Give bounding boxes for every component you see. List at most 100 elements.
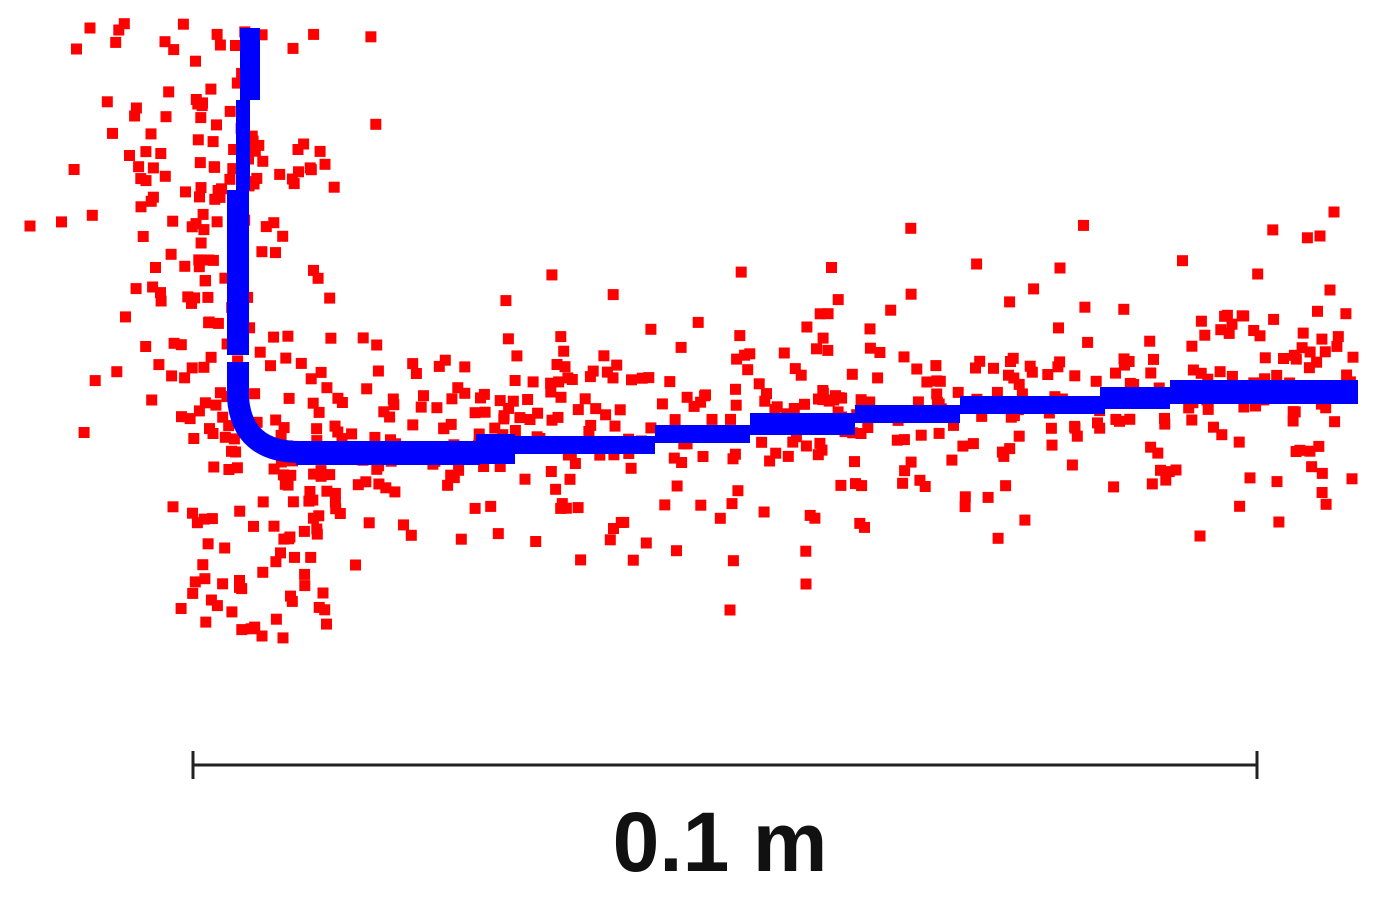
noisy-point (124, 150, 135, 161)
noisy-point (203, 254, 214, 266)
noisy-point (248, 178, 260, 190)
noisy-point (627, 554, 639, 566)
noisy-point (130, 283, 142, 295)
noisy-point (532, 407, 544, 419)
noisy-point (350, 559, 361, 571)
noisy-point (304, 486, 316, 497)
noisy-point (155, 148, 167, 159)
noisy-point (313, 601, 325, 613)
noisy-point (730, 399, 742, 411)
noisy-point (223, 420, 235, 432)
noisy-point (601, 366, 613, 378)
noisy-point (1118, 303, 1130, 315)
noisy-point (1329, 416, 1341, 428)
noisy-point (614, 404, 626, 416)
noisy-point (248, 520, 259, 532)
noisy-point (519, 473, 531, 485)
noisy-point (607, 289, 619, 301)
noisy-point (1069, 370, 1081, 382)
noisy-point (742, 364, 754, 376)
noisy-point (681, 391, 693, 403)
noisy-point (1328, 206, 1340, 218)
noisy-point (217, 411, 229, 423)
noisy-point (168, 337, 180, 349)
noisy-point (1311, 356, 1323, 368)
noisy-point (1159, 418, 1171, 430)
noisy-point (734, 330, 746, 342)
noisy-point (1233, 436, 1245, 448)
noisy-point (982, 491, 994, 503)
noisy-point (219, 431, 231, 443)
noisy-point (275, 429, 287, 441)
noisy-point (1110, 367, 1121, 379)
noisy-point (378, 406, 390, 418)
noisy-point (197, 208, 209, 220)
noisy-point (618, 516, 630, 528)
noisy-point (369, 431, 381, 443)
noisy-point (759, 395, 771, 407)
noisy-point (609, 420, 621, 432)
noisy-point (1278, 353, 1289, 364)
noisy-point (321, 618, 332, 630)
noisy-point (1013, 378, 1025, 390)
noisy-point (530, 536, 542, 547)
noisy-point (1052, 361, 1064, 373)
noisy-point (336, 433, 348, 445)
noisy-point (1045, 422, 1057, 434)
noisy-point (298, 525, 310, 537)
noisy-point (371, 339, 383, 351)
noisy-point (1303, 362, 1315, 374)
noisy-point (270, 414, 282, 426)
noisy-point (826, 262, 837, 273)
noisy-point (113, 24, 125, 36)
noisy-point (407, 358, 419, 370)
noisy-point (1090, 375, 1102, 387)
noisy-point (514, 412, 526, 424)
noisy-point (1202, 403, 1214, 415)
noisy-point (1287, 415, 1299, 427)
noisy-point (324, 292, 336, 304)
noisy-point (84, 22, 96, 34)
noisy-point (1148, 353, 1159, 365)
noisy-point (626, 374, 637, 386)
noisy-point (643, 372, 655, 384)
noisy-point (188, 433, 200, 444)
noisy-point (198, 513, 210, 525)
noisy-point (1296, 342, 1308, 354)
noisy-point (671, 545, 682, 557)
noisy-point (1215, 324, 1227, 336)
noisy-point (203, 316, 215, 328)
noisy-point (197, 559, 209, 571)
noisy-point (346, 428, 358, 440)
noisy-point (811, 343, 822, 355)
noisy-point (1304, 346, 1316, 358)
noisy-point (524, 414, 536, 425)
noisy-point (1194, 530, 1206, 542)
noisy-point (553, 376, 565, 388)
noisy-point (187, 507, 198, 519)
noisy-point (221, 391, 233, 403)
noisy-point (223, 464, 235, 475)
noisy-point (446, 393, 458, 405)
noisy-point (855, 428, 867, 439)
noisy-point (287, 42, 299, 54)
noisy-point (1259, 352, 1271, 364)
noisy-point (1053, 322, 1064, 334)
noisy-point (439, 354, 451, 366)
noisy-point (445, 418, 457, 430)
noisy-point (305, 373, 317, 385)
noisy-point (640, 537, 652, 549)
noisy-point (231, 462, 243, 474)
noisy-point (193, 254, 205, 266)
noisy-point (311, 528, 323, 540)
noisy-point (1320, 498, 1332, 510)
noisy-point (1004, 296, 1016, 308)
noisy-point (585, 419, 597, 431)
noisy-point (730, 383, 741, 395)
noisy-point (155, 295, 167, 307)
noisy-point (912, 396, 924, 408)
noisy-point (1124, 377, 1136, 389)
noisy-point (224, 173, 236, 185)
noisy-point (1226, 370, 1238, 382)
noisy-point (469, 502, 481, 514)
